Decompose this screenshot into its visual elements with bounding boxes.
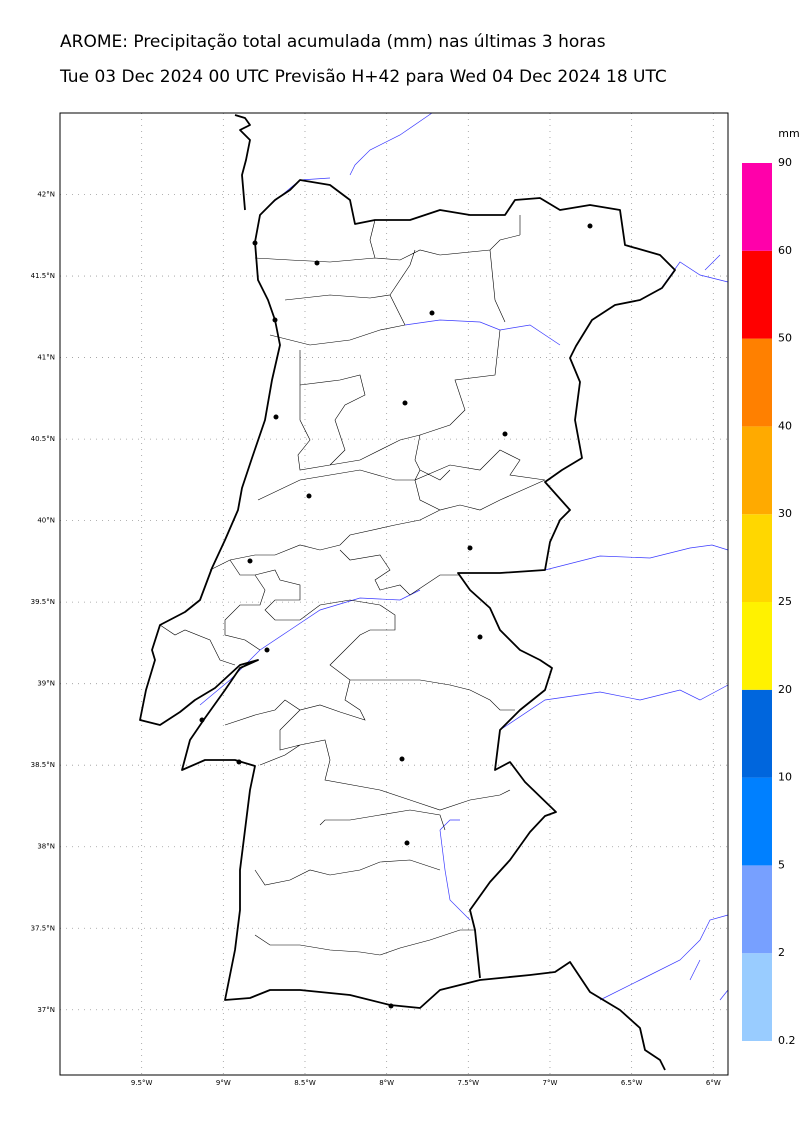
subtitle: Tue 03 Dec 2024 00 UTC Previsão H+42 par… <box>59 67 667 87</box>
lat-tick-label: 41°N <box>37 354 55 362</box>
colorbar-segment <box>742 250 772 339</box>
title: AROME: Precipitação total acumulada (mm)… <box>60 32 606 52</box>
lon-tick-label: 8°W <box>379 1079 394 1087</box>
lon-tick-label: 9.5°W <box>131 1079 153 1087</box>
colorbar-segment <box>742 777 772 866</box>
colorbar-segment <box>742 514 772 602</box>
lon-tick-label: 7°W <box>543 1079 558 1087</box>
colorbar-label: 90 <box>778 156 792 169</box>
map-frame <box>59 112 729 1076</box>
lat-tick-label: 38°N <box>37 843 55 851</box>
lat-tick-label: 37.5°N <box>31 924 55 932</box>
colorbar-segment <box>742 338 772 427</box>
colorbar-segment <box>742 689 772 778</box>
colorbar-label: 0.2 <box>778 1034 796 1047</box>
lat-tick-label: 39.5°N <box>31 598 55 606</box>
coastline <box>139 114 666 1071</box>
lon-tick-label: 7.5°W <box>458 1079 480 1087</box>
lon-tick-label: 9°W <box>216 1079 231 1087</box>
map-features <box>139 112 729 1071</box>
colorbar-segment <box>742 953 772 1041</box>
colorbar-label: 5 <box>778 858 785 871</box>
river <box>349 112 433 176</box>
graticule: 9.5°W 9°W 8.5°W 8°W 7.5°W 7°W 6.5°W 6°W 42°N 41.5… <box>31 113 728 1087</box>
colorbar-segment <box>742 163 772 251</box>
lon-tick-label: 6°W <box>706 1079 721 1087</box>
colorbar-label: 2 <box>778 946 785 959</box>
colorbar-segment <box>742 602 772 690</box>
colorbar-segment <box>742 865 772 954</box>
colorbar-segment <box>742 426 772 515</box>
lon-tick-label: 6.5°W <box>621 1079 643 1087</box>
lat-tick-label: 42°N <box>37 191 55 199</box>
district-border <box>159 215 546 956</box>
colorbar-label: 50 <box>778 332 792 345</box>
colorbar-label: 60 <box>778 244 792 257</box>
colorbar-label: 25 <box>778 595 792 608</box>
lat-tick-label: 40°N <box>37 517 55 525</box>
colorbar-label: 30 <box>778 507 792 520</box>
national-border <box>254 179 676 979</box>
colorbar-label: 10 <box>778 771 792 784</box>
lat-tick-label: 38.5°N <box>31 761 55 769</box>
colorbar-label: 20 <box>778 683 792 696</box>
lon-tick-label: 8.5°W <box>294 1079 316 1087</box>
cities <box>199 223 593 1009</box>
colorbar-label: 40 <box>778 419 792 432</box>
river <box>460 544 729 574</box>
colorbar-unit: mm <box>778 127 799 140</box>
river <box>439 684 729 1001</box>
lat-tick-label: 41.5°N <box>31 272 55 280</box>
lat-tick-label: 39°N <box>37 680 55 688</box>
lat-tick-label: 40.5°N <box>31 435 55 443</box>
lat-tick-label: 37°N <box>37 1006 55 1014</box>
